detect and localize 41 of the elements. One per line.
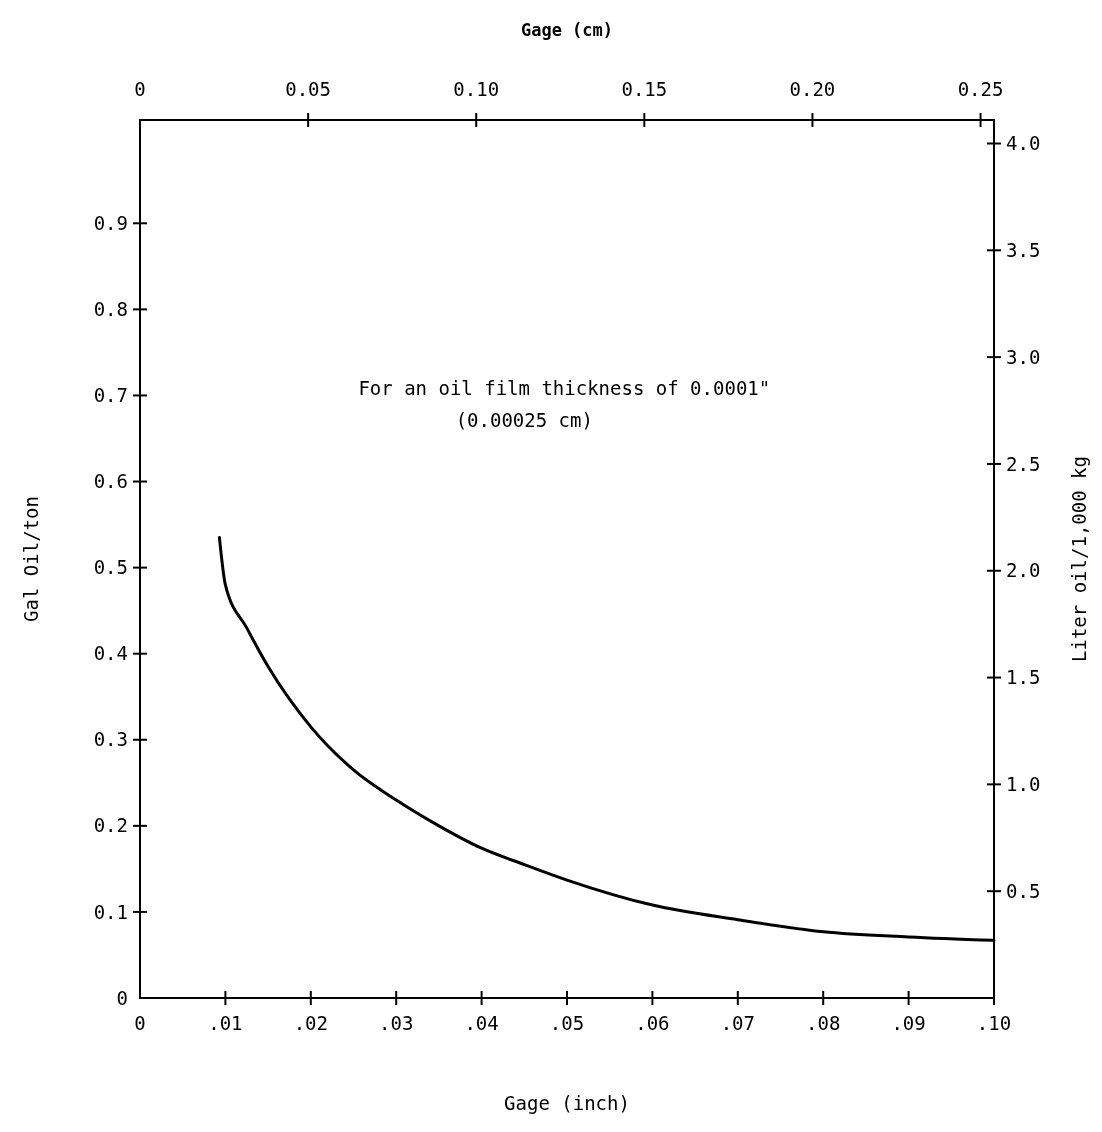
y2-tick-label: 1.5 bbox=[1006, 666, 1041, 689]
y2-tick-label: 2.5 bbox=[1006, 452, 1041, 475]
x-tick-label: .04 bbox=[464, 1012, 499, 1034]
y-tick-label: 0.6 bbox=[93, 470, 128, 493]
y-tick-label: 0.7 bbox=[93, 384, 128, 407]
annotation: (0.00025 cm) bbox=[455, 409, 593, 432]
x-tick-label: .09 bbox=[891, 1012, 926, 1034]
x-tick-label: .01 bbox=[208, 1012, 243, 1034]
x2-tick-label: 0.05 bbox=[285, 78, 331, 100]
y2-tick-label: 3.0 bbox=[1006, 345, 1041, 368]
x2-tick-label: 0.20 bbox=[789, 78, 836, 100]
x2-tick-label: 0.10 bbox=[453, 78, 500, 100]
x2-tick-label: 0.25 bbox=[957, 78, 1004, 100]
x-tick-label: .06 bbox=[635, 1012, 670, 1034]
y-tick-label: 0.4 bbox=[93, 642, 128, 665]
x-tick-label: .05 bbox=[549, 1012, 585, 1034]
x-tick-label: .02 bbox=[293, 1012, 328, 1034]
x2-tick-label: 0.15 bbox=[621, 78, 668, 100]
y2-tick-label: 1.0 bbox=[1006, 773, 1041, 796]
x-tick-label: .08 bbox=[806, 1012, 841, 1034]
y-axis-title: Gal Oil/ton bbox=[20, 496, 42, 622]
y2-tick-label: 0.5 bbox=[1006, 879, 1041, 902]
x-tick-label: .10 bbox=[976, 1012, 1012, 1034]
y2-axis-title: Liter oil/1,000 kg bbox=[1068, 456, 1090, 662]
x-tick-label: .03 bbox=[379, 1012, 414, 1034]
annotation: For an oil film thickness of 0.0001" bbox=[358, 377, 771, 400]
x-axis-title: Gage (inch) bbox=[504, 1092, 630, 1114]
y-tick-label: 0.2 bbox=[93, 814, 128, 837]
y-tick-label: 0.5 bbox=[93, 556, 128, 579]
y-tick-label: 0 bbox=[116, 986, 128, 1009]
y-tick-label: 0.8 bbox=[93, 298, 128, 321]
y2-tick-label: 2.0 bbox=[1006, 559, 1041, 582]
y2-tick-label: 3.5 bbox=[1006, 238, 1041, 261]
y-tick-label: 0.1 bbox=[93, 900, 128, 923]
x2-tick-label: 0 bbox=[134, 78, 146, 100]
y2-tick-label: 4.0 bbox=[1006, 132, 1041, 155]
y-tick-label: 0.3 bbox=[93, 728, 128, 751]
x2-axis-title: Gage (cm) bbox=[520, 20, 614, 40]
x-tick-label: .07 bbox=[720, 1012, 755, 1034]
x-tick-label: 0 bbox=[134, 1012, 146, 1034]
y-tick-label: 0.9 bbox=[93, 211, 128, 234]
